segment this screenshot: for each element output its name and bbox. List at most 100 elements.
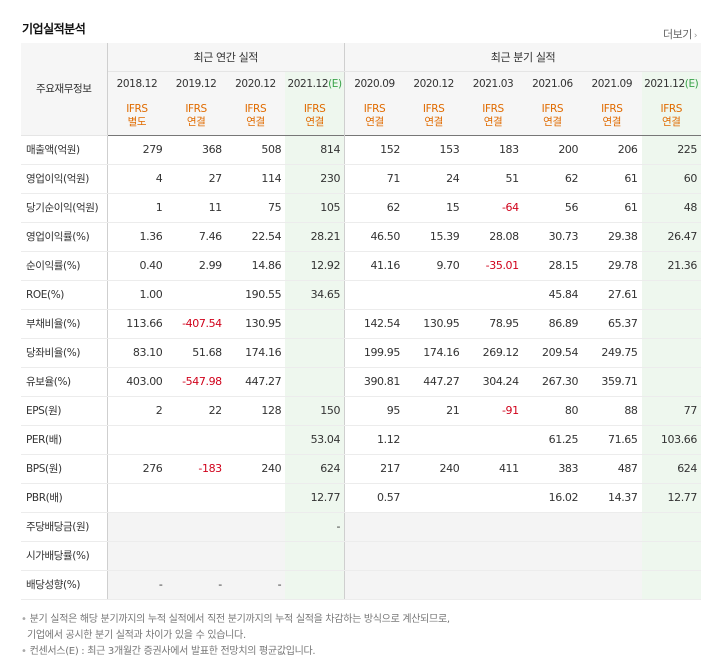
- table-cell: 411: [463, 454, 523, 484]
- row-label: 시가배당률(%): [21, 541, 108, 571]
- table-cell: [225, 483, 286, 513]
- table-cell: 78.95: [463, 308, 523, 339]
- table-cell: 199.95: [344, 338, 404, 368]
- table-row: 당기순이익(억원) 1 11 75 105 62 15 -64 56 61 48: [21, 193, 701, 223]
- table-cell: [107, 511, 167, 542]
- table-cell: 447.27: [403, 367, 464, 397]
- quarter-group-header: 최근 분기 실적: [344, 43, 701, 72]
- period-header: 2018.12: [107, 71, 167, 97]
- footnotes: • 분기 실적은 해당 분기까지의 누적 실적에서 직전 분기까지의 누적 실적을…: [21, 612, 450, 660]
- table-cell: 75: [225, 193, 286, 223]
- period-header: 2021.12(E): [285, 71, 346, 97]
- more-link[interactable]: 더보기 ›: [663, 26, 698, 42]
- table-row: 주당배당금(원) -: [21, 511, 701, 542]
- table-cell: 217: [344, 454, 404, 484]
- row-label: 당좌비율(%): [21, 338, 108, 368]
- table-cell: 28.21: [285, 221, 346, 252]
- table-cell: 383: [522, 454, 583, 484]
- table-cell: 51.68: [166, 338, 226, 368]
- table-cell: 62: [522, 164, 583, 194]
- accounting-standard: IFRS 연결: [463, 97, 523, 135]
- row-label: 영업이익(억원): [21, 164, 108, 194]
- table-cell: 12.77: [641, 483, 701, 513]
- table-cell: 7.46: [166, 221, 226, 252]
- table-cell: 16.02: [522, 483, 583, 513]
- table-cell: -: [107, 570, 167, 600]
- table-cell: -547.98: [166, 367, 226, 397]
- table-cell: 15: [403, 193, 464, 223]
- table-cell: 105: [285, 193, 346, 223]
- table-cell: 0.40: [107, 251, 167, 281]
- chevron-right-icon: ›: [693, 31, 698, 41]
- table-cell: 130.95: [225, 308, 286, 339]
- footnote-item: • 분기 실적은 해당 분기까지의 누적 실적에서 직전 분기까지의 누적 실적을…: [21, 614, 450, 625]
- table-cell: [166, 511, 226, 542]
- table-cell: [344, 511, 404, 542]
- table-cell: [403, 425, 464, 455]
- table-cell: 83.10: [107, 338, 167, 368]
- table-cell: -407.54: [166, 308, 226, 339]
- table-cell: [225, 511, 286, 542]
- table-cell: 29.38: [582, 221, 642, 252]
- accounting-standard: IFRS 연결: [522, 97, 583, 135]
- table-row: 유보율(%) 403.00 -547.98 447.27 390.81 447.27 304…: [21, 367, 701, 397]
- table-cell: 183: [463, 134, 523, 165]
- table-cell: [225, 541, 286, 571]
- table-cell: 77: [641, 395, 701, 426]
- table-cell: [641, 511, 701, 542]
- table-row: 부채비율(%) 113.66 -407.54 130.95 142.54 130.95 78…: [21, 308, 701, 339]
- table-cell: 45.84: [522, 280, 583, 310]
- row-label: 부채비율(%): [21, 308, 108, 339]
- table-cell: 209.54: [522, 338, 583, 368]
- row-label: 매출액(억원): [21, 134, 108, 165]
- table-cell: 15.39: [403, 221, 464, 252]
- table-cell: 4: [107, 164, 167, 194]
- table-cell: [641, 367, 701, 397]
- table-cell: [107, 541, 167, 571]
- table-cell: 61: [582, 193, 642, 223]
- table-cell: 403.00: [107, 367, 167, 397]
- accounting-standard: IFRS 연결: [166, 97, 226, 135]
- table-cell: 150: [285, 395, 346, 426]
- table-cell: [641, 308, 701, 339]
- row-label: PER(배): [21, 425, 108, 455]
- table-cell: 14.86: [225, 251, 286, 281]
- row-label: 주당배당금(원): [21, 511, 108, 542]
- table-cell: 487: [582, 454, 642, 484]
- row-label: BPS(원): [21, 454, 108, 484]
- table-cell: 30.73: [522, 221, 583, 252]
- row-label: EPS(원): [21, 395, 108, 426]
- accounting-standard: IFRS 연결: [641, 97, 701, 135]
- table-cell: 114: [225, 164, 286, 194]
- table-cell: 26.47: [641, 221, 701, 252]
- table-cell: 21.36: [641, 251, 701, 281]
- table-cell: 2.99: [166, 251, 226, 281]
- table-cell: 86.89: [522, 308, 583, 339]
- period-header: 2021.06: [522, 71, 583, 97]
- table-cell: -: [225, 570, 286, 600]
- table-cell: 814: [285, 134, 346, 165]
- table-cell: 29.78: [582, 251, 642, 281]
- table-cell: [463, 483, 523, 513]
- table-cell: 24: [403, 164, 464, 194]
- table-cell: -: [166, 570, 226, 600]
- table-cell: [463, 425, 523, 455]
- accounting-standard: IFRS 연결: [285, 97, 346, 135]
- table-cell: [522, 570, 583, 600]
- table-cell: [463, 541, 523, 571]
- table-cell: 61.25: [522, 425, 583, 455]
- table-cell: 71.65: [582, 425, 642, 455]
- table-cell: [463, 570, 523, 600]
- table-cell: 113.66: [107, 308, 167, 339]
- table-cell: 200: [522, 134, 583, 165]
- table-cell: -: [285, 511, 346, 542]
- annual-group-header: 최근 연간 실적: [107, 43, 346, 72]
- table-cell: 1.36: [107, 221, 167, 252]
- table-row: PBR(배) 12.77 0.57 16.02 14.37 12.77: [21, 483, 701, 513]
- period-header: 2019.12: [166, 71, 226, 97]
- table-cell: [166, 483, 226, 513]
- accounting-standard: IFRS 연결: [225, 97, 286, 135]
- period-header: 2020.12: [403, 71, 464, 97]
- table-cell: 174.16: [225, 338, 286, 368]
- footnote-item: 기업에서 공시한 분기 실적과 차이가 있을 수 있습니다.: [27, 630, 246, 641]
